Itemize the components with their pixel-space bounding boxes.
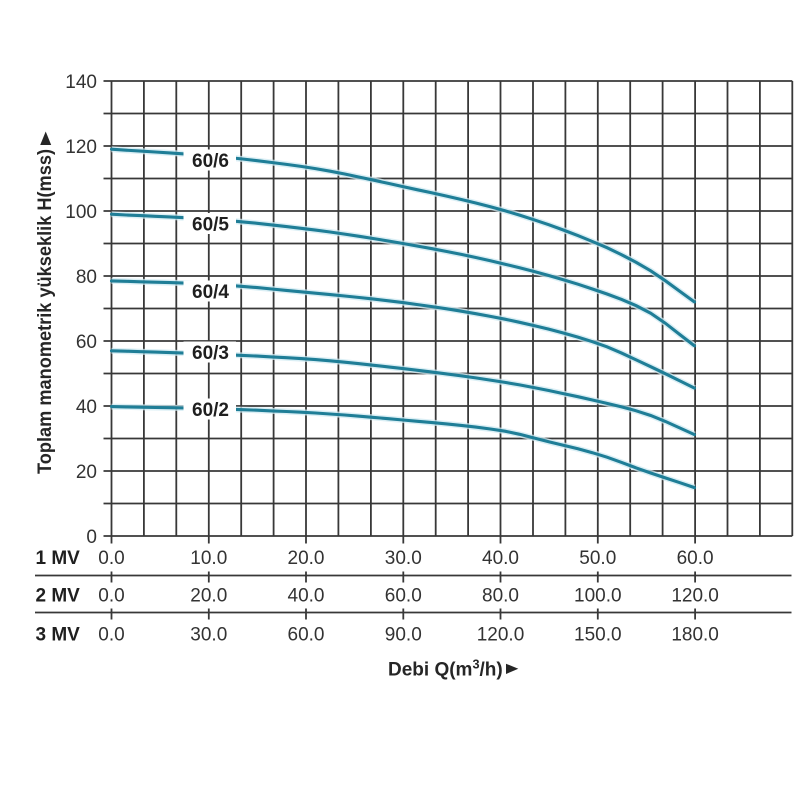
svg-text:1 MV: 1 MV [36,548,81,569]
svg-text:80: 80 [76,267,97,288]
svg-text:0: 0 [86,527,97,548]
svg-text:60/3: 60/3 [192,343,229,364]
svg-text:100.0: 100.0 [574,585,622,606]
svg-text:40: 40 [76,397,97,418]
svg-text:Debi Q(m3/h): Debi Q(m3/h) [388,658,503,681]
svg-text:120.0: 120.0 [477,624,525,645]
svg-text:60/2: 60/2 [192,400,229,421]
svg-text:40.0: 40.0 [482,548,519,569]
svg-text:60.0: 60.0 [288,624,325,645]
svg-text:60/6: 60/6 [192,151,229,172]
svg-text:60.0: 60.0 [385,585,422,606]
svg-text:140: 140 [65,72,97,93]
svg-text:10.0: 10.0 [190,548,227,569]
svg-text:60.0: 60.0 [677,548,714,569]
svg-text:0.0: 0.0 [98,585,124,606]
svg-text:180.0: 180.0 [671,624,719,645]
svg-text:20.0: 20.0 [288,548,325,569]
svg-text:120: 120 [65,137,97,158]
svg-text:30.0: 30.0 [190,624,227,645]
svg-text:0.0: 0.0 [98,548,124,569]
svg-text:60/5: 60/5 [192,214,229,235]
svg-text:120.0: 120.0 [671,585,719,606]
svg-text:40.0: 40.0 [288,585,325,606]
svg-text:50.0: 50.0 [579,548,616,569]
svg-text:60/4: 60/4 [192,282,229,303]
svg-text:90.0: 90.0 [385,624,422,645]
svg-text:20.0: 20.0 [190,585,227,606]
svg-text:30.0: 30.0 [385,548,422,569]
svg-text:60: 60 [76,332,97,353]
svg-text:100: 100 [65,202,97,223]
svg-text:3 MV: 3 MV [36,624,81,645]
svg-text:80.0: 80.0 [482,585,519,606]
svg-text:20: 20 [76,462,97,483]
svg-text:150.0: 150.0 [574,624,622,645]
svg-text:2 MV: 2 MV [36,585,81,606]
svg-text:Toplam manometrik yükseklik H(: Toplam manometrik yükseklik H(mss) [35,149,56,474]
svg-text:0.0: 0.0 [98,624,124,645]
